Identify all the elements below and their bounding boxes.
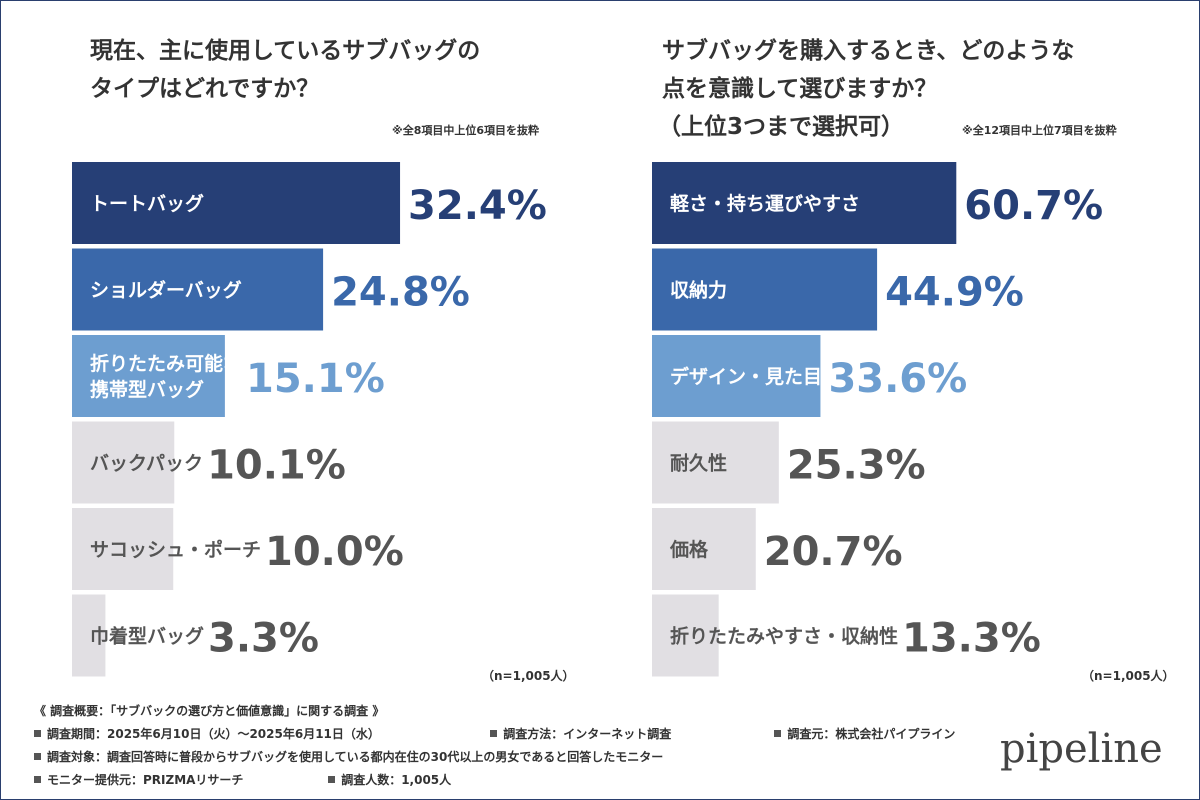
right-chart-svg: 軽さ・持ち運びやすさ 60.7% 収納力 44.9% デザイン・見た目 33.6% 耐久性 2… (652, 162, 1103, 677)
right-bar-3 (652, 335, 821, 417)
footer-source: 調査元：株式会社パイプライン (787, 727, 956, 741)
left-title-line-2: タイプはどれですか？ (90, 76, 320, 102)
right-title-line-2: 点を意識して選びますか？ (662, 76, 938, 102)
right-value-label-2: 44.9% (885, 270, 1024, 316)
left-value-label-1: 32.4% (408, 183, 547, 229)
right-bar-6 (652, 594, 719, 677)
right-category-label-4: 耐久性 (670, 452, 727, 475)
right-bar-chart: 軽さ・持ち運びやすさ 60.7% 収納力 44.9% デザイン・見た目 33.6% 耐久性 2… (652, 162, 1182, 680)
left-value-label-3: 15.1% (246, 356, 385, 402)
bullet-icon (34, 730, 41, 737)
left-bar-4 (72, 421, 175, 504)
left-bar-1 (72, 162, 401, 244)
right-sample-size: （n=1,005人） (1082, 669, 1175, 683)
right-note: ※全12項目中上位7項目を抜粋 (962, 124, 1117, 137)
left-category-label-6: 巾着型バッグ (90, 625, 204, 648)
bullet-icon (34, 776, 41, 783)
right-category-label-1: 軽さ・持ち運びやすさ (670, 192, 860, 215)
right-bar-1 (652, 162, 957, 244)
footer-method: 調査方法：インターネット調査 (503, 727, 672, 741)
left-sample-size: （n=1,005人） (482, 669, 575, 683)
right-title-line-3: （上位3つまで選択可） (658, 114, 905, 140)
left-bar-6 (72, 594, 106, 677)
pipeline-logo: pipeline (1000, 726, 1163, 772)
left-category-label-4: バックパック (90, 453, 203, 475)
left-category-label-5: サコッシュ・ポーチ (90, 538, 261, 561)
bullet-icon (490, 730, 498, 737)
bullet-icon (774, 730, 782, 737)
left-bar-2 (72, 248, 324, 331)
left-category-label-2: ショルダーバッグ (90, 279, 242, 302)
right-value-label-5: 20.7% (764, 529, 903, 575)
footer-heading: 《 調査概要：「サブバックの選び方と価値意識」に関する調査 》 (34, 704, 385, 718)
left-category-label-3-line-1: 折りたたみ可能な (90, 352, 242, 375)
left-category-label-3-line-2: 携帯型バッグ (90, 378, 204, 401)
right-category-label-5: 価格 (669, 538, 709, 561)
left-bar-chart: トートバッグ 32.4% ショルダーバッグ 24.8% 折りたたみ可能な 携帯型バッグ 15… (72, 162, 612, 680)
bullet-icon (34, 753, 41, 760)
left-category-label-1: トートバッグ (90, 192, 204, 215)
left-bar-3 (72, 335, 225, 417)
right-bar-5 (652, 508, 756, 590)
left-bar-5 (72, 508, 174, 590)
bullet-icon (328, 776, 336, 783)
footer-target: 調査対象：調査回答時に普段からサブバッグを使用している都内在住の30代以上の男女… (47, 750, 664, 764)
right-value-label-3: 33.6% (828, 356, 967, 402)
right-category-label-3: デザイン・見た目 (670, 365, 822, 388)
left-title-line-1: 現在、主に使用しているサブバッグの (90, 38, 481, 64)
right-title-line-1: サブバッグを購入するとき、どのような (662, 38, 1075, 64)
right-value-label-6: 13.3% (902, 616, 1041, 662)
left-note: ※全8項目中上位6項目を抜粋 (392, 124, 540, 137)
right-category-label-2: 収納力 (670, 279, 727, 302)
right-category-label-6: 折りたたみやすさ・収納性 (670, 625, 898, 648)
left-value-label-4: 10.1% (207, 443, 346, 489)
right-value-label-1: 60.7% (964, 183, 1103, 229)
left-question-title: 現在、主に使用しているサブバッグの タイプはどれですか？ (90, 32, 480, 108)
left-value-label-5: 10.0% (265, 529, 404, 575)
footer-count: 調査人数：1,005人 (341, 773, 452, 787)
left-value-label-2: 24.8% (331, 270, 470, 316)
right-bar-4 (652, 421, 779, 504)
footer-provider: モニター提供元：PRIZMAリサーチ (47, 773, 244, 787)
left-value-label-6: 3.3% (208, 616, 319, 662)
right-value-label-4: 25.3% (787, 443, 926, 489)
right-bar-2 (652, 248, 878, 331)
right-question-title: サブバッグを購入するとき、どのような 点を意識して選びますか？ （上位3つまで選… (658, 32, 1075, 146)
footer-period: 調査期間：2025年6月10日（火）〜2025年6月11日（水） (47, 727, 380, 741)
survey-footer: 《 調査概要：「サブバックの選び方と価値意識」に関する調査 》 調査期間：202… (34, 700, 955, 792)
